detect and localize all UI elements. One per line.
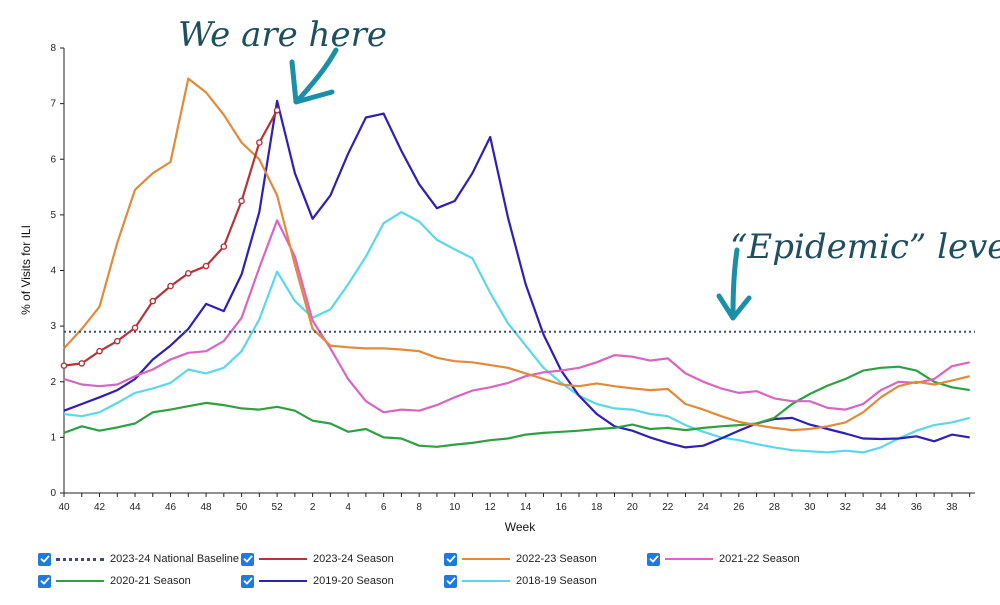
legend: 2023-24 National Baseline 2023-24 Season 2… [38, 550, 858, 590]
checkbox-icon[interactable] [647, 552, 660, 566]
series-line-2022-23-season [63, 77, 970, 432]
data-point [60, 362, 68, 369]
y-tick-label: 0 [50, 488, 56, 499]
checkbox-icon[interactable] [38, 574, 51, 588]
x-tick-label: 18 [591, 502, 603, 513]
x-tick-label: 34 [875, 502, 887, 513]
x-tick-label: 4 [345, 502, 351, 513]
x-tick-label: 16 [556, 502, 568, 513]
x-tick-label: 2 [310, 502, 316, 513]
series-line-2019-20-season [63, 99, 970, 449]
x-tick-label: 14 [520, 502, 532, 513]
checkbox-icon[interactable] [241, 574, 254, 588]
legend-label: 2019-20 Season [313, 575, 394, 587]
data-point [220, 243, 228, 250]
legend-swatch [259, 558, 307, 560]
checkbox-icon[interactable] [444, 574, 457, 588]
x-tick-label: 38 [946, 502, 958, 513]
legend-swatch [665, 558, 713, 560]
series-line-2020-21-season [63, 365, 970, 448]
we-are-here-annotation: We are here [178, 15, 387, 55]
x-tick-label: 44 [129, 502, 141, 513]
y-tick-label: 8 [50, 43, 56, 54]
x-tick-label: 32 [840, 502, 852, 513]
data-point [202, 262, 210, 270]
data-point [78, 360, 86, 367]
legend-swatch [56, 557, 104, 561]
legend-item[interactable]: 2019-20 Season [241, 572, 444, 590]
legend-item[interactable]: 2022-23 Season [444, 550, 647, 568]
x-tick-label: 24 [698, 502, 710, 513]
x-tick-label: 46 [165, 502, 177, 513]
epidemic-level-annotation: “Epidemic” level [730, 227, 1000, 267]
data-point [256, 139, 263, 146]
y-tick-label: 2 [50, 377, 56, 388]
y-tick-label: 7 [50, 99, 56, 110]
data-point [185, 269, 192, 277]
x-tick-label: 8 [416, 502, 422, 513]
x-tick-label: 52 [272, 502, 284, 513]
y-tick-label: 3 [50, 321, 56, 332]
y-tick-label: 6 [50, 154, 56, 165]
x-tick-label: 20 [627, 502, 639, 513]
x-tick-label: 26 [733, 502, 745, 513]
y-tick-label: 4 [50, 266, 56, 277]
x-tick-label: 36 [911, 502, 923, 513]
legend-swatch [56, 580, 104, 582]
legend-item[interactable]: 2023-24 Season [241, 550, 444, 568]
data-point [273, 107, 281, 114]
x-tick-label: 30 [804, 502, 816, 513]
legend-item[interactable]: 2021-22 Season [647, 550, 850, 568]
series-line-2018-19-season [63, 211, 970, 454]
checkbox-icon[interactable] [38, 552, 51, 566]
data-point [96, 347, 103, 355]
legend-item[interactable]: 2020-21 Season [38, 572, 241, 590]
checkbox-icon[interactable] [444, 552, 457, 566]
legend-label: 2023-24 Season [313, 553, 394, 565]
x-tick-label: 10 [449, 502, 461, 513]
x-tick-label: 42 [94, 502, 106, 513]
x-tick-label: 28 [769, 502, 781, 513]
x-tick-label: 12 [485, 502, 497, 513]
legend-swatch [259, 580, 307, 582]
legend-label: 2022-23 Season [516, 553, 597, 565]
data-point [238, 197, 245, 205]
epidemic-arrow-icon [730, 247, 740, 318]
legend-label: 2021-22 Season [719, 553, 800, 565]
we-are-here-arrow-icon [297, 47, 339, 101]
x-tick-label: 40 [58, 502, 70, 513]
data-point [113, 337, 121, 345]
data-point [131, 324, 139, 332]
data-point [167, 282, 174, 290]
legend-label: 2020-21 Season [110, 575, 191, 587]
x-tick-label: 48 [201, 502, 213, 513]
legend-swatch [462, 558, 510, 560]
y-tick-label: 5 [50, 210, 56, 221]
series-line-2023-24-season [63, 109, 279, 367]
x-tick-label: 22 [662, 502, 674, 513]
legend-label: 2023-24 National Baseline [110, 553, 240, 565]
y-tick-label: 1 [50, 432, 56, 443]
x-axis-title: Week [505, 520, 536, 534]
legend-item[interactable]: 2023-24 National Baseline [38, 550, 241, 568]
x-tick-label: 6 [381, 502, 387, 513]
series-line-2021-22-season [63, 219, 970, 414]
x-tick-label: 50 [236, 502, 248, 513]
legend-swatch [462, 580, 510, 582]
y-axis-title: % of Visits for ILI [19, 225, 33, 315]
legend-label: 2018-19 Season [516, 575, 597, 587]
checkbox-icon[interactable] [241, 552, 254, 566]
data-point [149, 297, 157, 305]
legend-item[interactable]: 2018-19 Season [444, 572, 647, 590]
